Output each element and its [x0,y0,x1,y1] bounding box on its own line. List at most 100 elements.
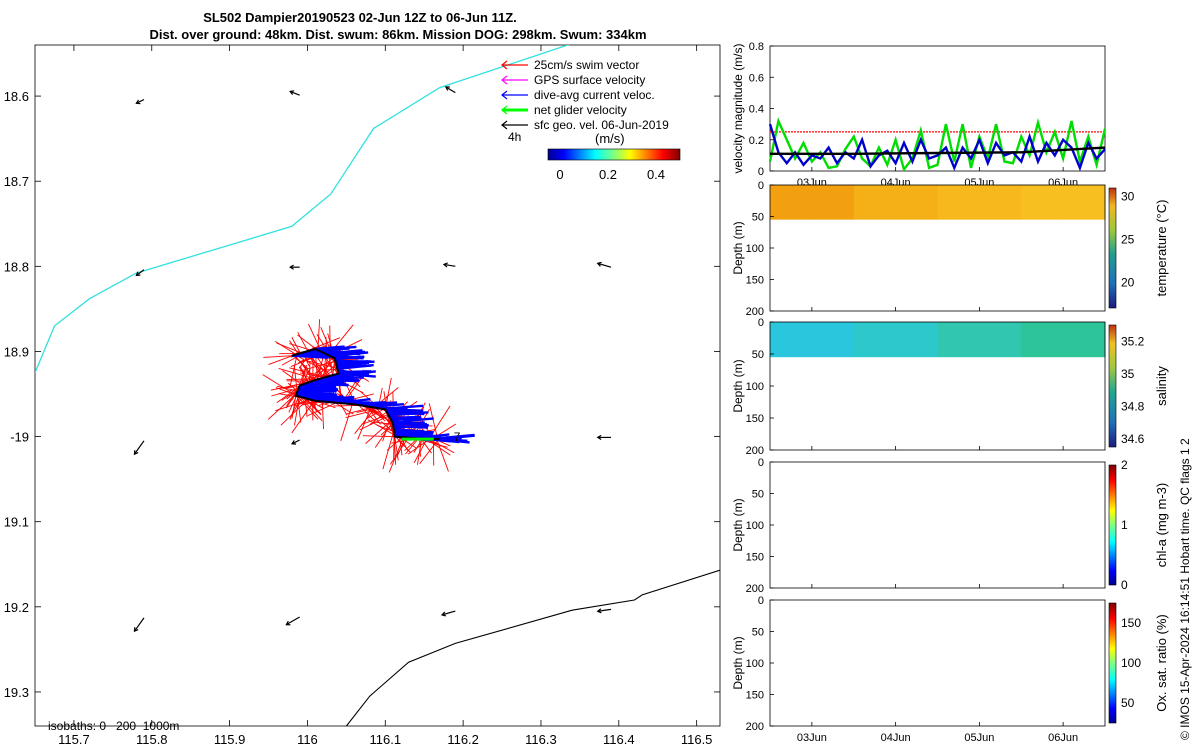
sfc-velocity-arrowhead [442,262,448,268]
salinity-cell [853,322,897,358]
current-vector [330,351,369,358]
current-vector [393,421,425,427]
swim-vector [297,332,309,352]
panel-oxygen: 0 50 100 150 200 03Jun 04Jun 05Jun 06Jun Depth (m… [731,595,1169,744]
swim-vector [365,420,392,444]
colorbar-tick-label: 0.2 [599,167,617,182]
salinity-cell [1021,322,1064,358]
x-tick-label: 116.3 [525,732,557,747]
temperature-cell [811,185,855,220]
legend-time-label: 4h [508,130,521,144]
swim-vector [281,388,299,401]
y-tick-label: 50 [752,212,764,224]
swim-vector [419,438,440,464]
sfc-velocity-arrow [289,90,300,96]
sfc-velocity-arrow [443,263,456,267]
panel-temperature: 0 50 100 150 200 Depth (m) 20 25 30 temperature (… [731,180,1169,318]
swim-vector [299,396,323,422]
y-axis-label: Depth (m) [731,498,745,551]
swim-vector [308,354,324,379]
sfc-velocity-arrowhead [596,434,602,441]
swim-vector [345,406,373,415]
x-tick-label: 116.1 [369,732,401,747]
isobath-label: isobaths: 0 200 1000m [48,719,179,733]
current-vector [389,415,422,420]
current-vector [299,382,330,387]
y-tick-label: 0.8 [749,41,764,53]
salinity-cell [937,322,980,358]
salinity-cell [811,322,855,358]
legend-label: net glider velocity [534,103,627,117]
sfc-velocity-arrowhead [133,627,139,633]
y-tick-label: 100 [746,520,764,532]
colorbar-tick-label: 50 [1121,696,1135,710]
credit-line: © IMOS 15-Apr-2024 16:14:51 Hobart time.… [1178,438,1192,740]
current-vector [393,423,429,429]
x-tick-label: 115.8 [136,732,168,747]
colorbar-tick-label: 0.4 [647,167,665,182]
sfc-velocity-arrowhead [135,271,141,277]
y-tick-label: 0 [758,595,764,607]
swim-vector [382,430,395,470]
sfc-velocity-arrowhead [444,86,450,91]
swim-vector [417,438,423,465]
current-vector [298,384,337,390]
colorbar-title: (m/s) [595,131,625,146]
map-ticks: 115.7 115.8 115.9 116 116.1 116.2 116.3 116.4 11… [4,45,720,747]
current-vector [385,408,424,412]
panel-salinity: 0 50 100 150 200 Depth (m) 34.6 34.8 35 35.2 salin… [731,317,1169,457]
swim-vector [386,436,403,451]
colorbar-tick-label: 150 [1121,616,1141,630]
map-frame [34,44,721,727]
y-tick-label: 19.1 [4,515,29,530]
swim-vector [276,385,298,392]
colorbar-label: Ox. sat. ratio (%) [1154,614,1169,712]
swim-vector [405,438,419,455]
colorbar-label: chl-a (mg m-3) [1154,483,1169,568]
colorbar-tick-label: 34.8 [1121,399,1145,413]
salinity-cell [1063,322,1106,358]
isobath-line [345,569,720,726]
temperature-cell [853,185,897,220]
current-vector [337,363,374,371]
legend-arrowhead [501,105,508,115]
series-line [768,117,1107,173]
speed-colorbar-ticks: 0 0.2 0.4 [556,167,665,182]
current-vector [296,389,337,394]
coastline-cyan [35,45,570,373]
sfc-velocity-arrow [286,616,300,626]
y-tick-label: 18.7 [4,174,29,189]
swim-vector [407,438,431,455]
sfc-velocity-arrowhead [440,611,447,617]
current-vector [336,360,369,366]
y-tick-label: 18.9 [4,344,29,359]
swim-vector [288,395,298,413]
y-tick-label: 0 [758,457,764,469]
swim-vector [362,435,397,438]
speed-colorbar [547,148,681,161]
legend-arrowhead [501,60,508,70]
legend-arrowhead [501,120,508,130]
swim-vector [307,402,337,417]
x-tick-label: 04Jun [881,732,911,744]
current-vector [388,411,424,417]
swim-vector [399,436,403,456]
colorbar-tick-label: 25 [1121,232,1135,246]
colorbar-tick-label: 0 [1121,578,1128,592]
colorbar-tick-label: 100 [1121,656,1141,670]
swim-vector [275,399,311,412]
series-line [768,123,1106,172]
swim-vector [319,362,339,380]
x-tick-label: 116.5 [681,732,713,747]
swim-vector [276,342,302,354]
temperature-cell [1063,185,1106,220]
salinity-colorbar [1108,324,1117,448]
swim-vector [262,374,297,396]
swim-vector [282,370,303,386]
swim-vector [367,419,398,438]
swim-vector [340,403,353,442]
swim-vector [286,389,299,400]
y-tick-label: 150 [746,413,764,425]
y-tick-label: 200 [746,306,764,318]
